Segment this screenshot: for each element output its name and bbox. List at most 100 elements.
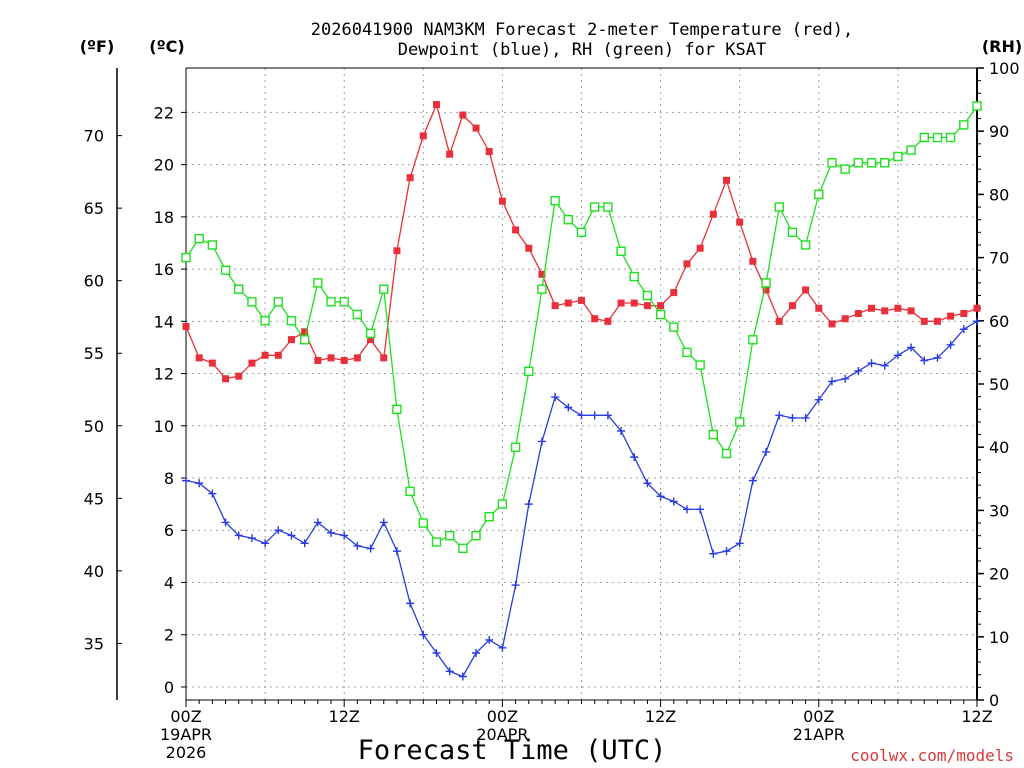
rh-point (563, 214, 574, 225)
temperature-point (419, 132, 427, 140)
dewpoint-point (419, 630, 428, 639)
temperature-point (578, 296, 585, 304)
rh-point (550, 196, 560, 206)
rh-tick-label: 50 (989, 375, 1009, 394)
temperature-point (380, 354, 388, 362)
rh-point (748, 335, 758, 345)
x-tick-label: 20APR (476, 725, 528, 744)
x-axis-label: Forecast Time (UTC) (358, 735, 667, 766)
dewpoint-point (406, 599, 415, 608)
rh-unit-label: (RH) (982, 37, 1022, 56)
fahrenheit-tick-label: 70 (84, 127, 104, 146)
temperature-point (472, 124, 480, 132)
rh-point (880, 158, 890, 168)
rh-point (655, 309, 666, 320)
fahrenheit-tick-label: 50 (84, 417, 104, 436)
temperature-point (617, 299, 625, 307)
rh-point (418, 518, 428, 528)
rh-point (761, 278, 771, 288)
dewpoint-point (221, 518, 230, 527)
temperature-point (432, 101, 440, 109)
fahrenheit-tick-label: 65 (84, 199, 104, 218)
rh-point (853, 158, 864, 168)
dewpoint-point (498, 643, 507, 652)
dewpoint-point (617, 427, 626, 436)
rh-point (273, 297, 283, 307)
dewpoint-point (762, 447, 771, 456)
rh-tick-label: 0 (989, 691, 999, 710)
dewpoint-point (907, 343, 916, 352)
dewpoint-point (340, 531, 349, 540)
celsius-tick-label: 10 (154, 417, 174, 436)
dewpoint-point (696, 505, 705, 514)
dewpoint-point (445, 667, 454, 676)
temperature-point (248, 359, 256, 367)
rh-point (392, 404, 402, 414)
rh-point (682, 347, 692, 358)
temperature-point (393, 247, 401, 255)
temperature-point (314, 356, 322, 364)
rh-point (642, 290, 653, 301)
rh-point (708, 429, 719, 440)
rh-tick-label: 10 (989, 628, 1009, 647)
dewpoint-point (801, 413, 810, 422)
dewpoint-point (841, 374, 850, 383)
dewpoint-point (458, 672, 467, 681)
dewpoint-point (208, 489, 217, 498)
rh-point (906, 145, 916, 155)
temperature-point (736, 218, 744, 226)
temperature-point (591, 315, 599, 323)
rh-point (840, 164, 850, 174)
temperature-point (327, 354, 335, 362)
chart-subtitle: Dewpoint (blue), RH (green) for KSAT (398, 40, 766, 60)
temperature-point (709, 210, 717, 218)
rh-point (866, 158, 877, 168)
temperature-point (274, 351, 282, 359)
rh-point (299, 335, 310, 345)
x-tick-label: 2026 (166, 743, 207, 762)
rh-point (827, 158, 837, 168)
rh-point (194, 233, 204, 244)
dewpoint-point (775, 411, 784, 420)
celsius-tick-label: 4 (164, 573, 174, 592)
rh-point (589, 202, 600, 212)
dewpoint-point (537, 437, 546, 446)
dewpoint-point (234, 531, 243, 540)
temperature-point (498, 197, 506, 205)
rh-point (286, 316, 297, 326)
dewpoint-point (722, 547, 731, 556)
rh-point (603, 202, 613, 212)
rh-point (431, 537, 442, 547)
rh-point (537, 284, 547, 294)
dewpoint-point (669, 497, 678, 506)
rh-tick-label: 80 (989, 185, 1009, 204)
rh-point (893, 151, 903, 162)
temperature-point (222, 375, 230, 383)
rh-point (471, 530, 481, 541)
temperature-point (604, 317, 612, 325)
rh-point (497, 499, 508, 509)
temperature-point (775, 317, 783, 325)
temperature-point (340, 356, 348, 364)
rh-point (444, 530, 455, 541)
rh-point (313, 278, 323, 288)
dewpoint-point (379, 518, 388, 527)
fahrenheit-tick-label: 60 (84, 272, 104, 291)
dewpoint-point (814, 395, 823, 404)
temperature-point (762, 286, 770, 294)
rh-tick-label: 90 (989, 122, 1009, 141)
celsius-tick-label: 14 (154, 312, 174, 331)
temperature-point (841, 315, 849, 323)
credit-link[interactable]: coolwx.com/models (850, 746, 1014, 765)
rh-point (510, 442, 521, 452)
dewpoint-point (485, 635, 494, 644)
temperature-point (723, 176, 731, 184)
temperature-point (512, 226, 520, 234)
celsius-tick-label: 22 (154, 103, 174, 122)
temperature-point (406, 174, 414, 182)
rh-point (260, 316, 270, 326)
dewpoint-point (959, 325, 968, 334)
rh-point (339, 297, 349, 307)
temperature-point (538, 270, 546, 278)
rh-point (695, 360, 705, 370)
